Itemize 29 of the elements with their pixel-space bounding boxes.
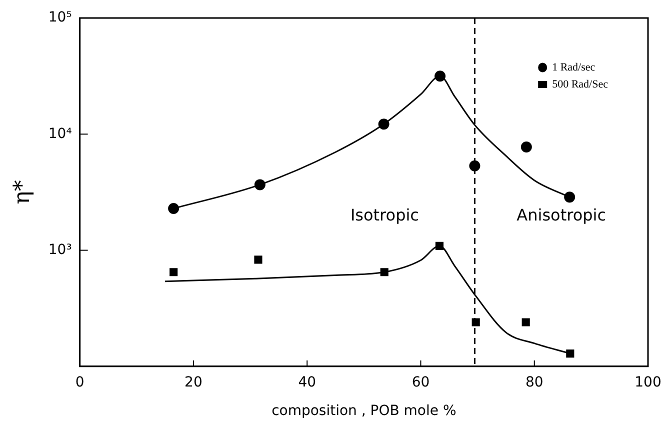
point <box>520 141 532 152</box>
x-tick-label: 100 <box>634 374 662 390</box>
point <box>170 268 178 276</box>
point <box>254 256 262 264</box>
legend-label: 500 Rad/Sec <box>552 78 608 90</box>
annotation: Anisotropic <box>516 206 606 225</box>
x-tick-label: 40 <box>298 374 316 390</box>
y-axis-title: η* <box>10 180 35 204</box>
x-axis-title: composition , POB mole % <box>272 403 456 420</box>
x-tick-label: 80 <box>525 374 544 390</box>
annotation: Isotropic <box>350 206 419 225</box>
point <box>564 192 576 203</box>
legend-label: 1 Rad/sec <box>552 61 596 74</box>
y-tick-label: 10⁴ <box>48 126 72 142</box>
point <box>472 318 480 326</box>
point <box>380 268 388 276</box>
x-tick-label: 0 <box>75 374 84 390</box>
x-tick-label: 60 <box>412 374 430 390</box>
x-tick-label: 20 <box>184 374 202 390</box>
point <box>566 350 574 358</box>
point <box>522 318 530 326</box>
point <box>168 202 180 214</box>
point <box>435 242 444 250</box>
point <box>434 70 446 82</box>
point <box>469 160 480 172</box>
y-tick-label: 10³ <box>48 242 72 258</box>
y-tick-label: 10⁵ <box>48 10 72 26</box>
point <box>378 118 390 130</box>
point <box>254 179 266 190</box>
